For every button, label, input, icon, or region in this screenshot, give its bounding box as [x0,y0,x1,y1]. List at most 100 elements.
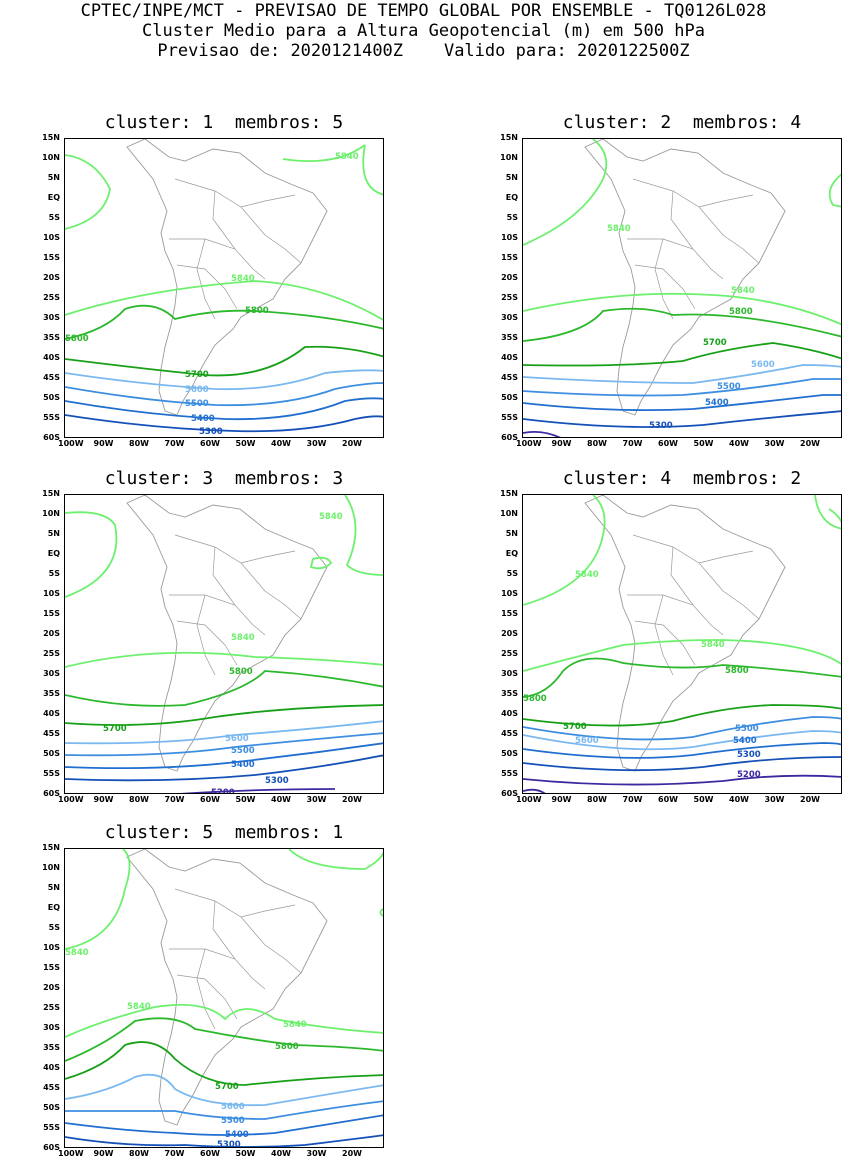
lon-tick-label: 90W [551,439,572,448]
lat-tick-label: 20S [43,273,60,282]
contour-label: 5600 [185,385,209,395]
panel-title: cluster: 1 membros: 5 [104,112,344,133]
lat-tick-label: EQ [505,193,518,202]
contour-5600 [65,720,383,745]
country-border [174,888,296,918]
country-border [698,206,760,264]
contour-label: 5600 [751,360,775,370]
contour-label: 5840 [731,286,755,296]
coastline [126,849,328,1126]
contour-label: 5840 [319,512,343,522]
lat-tick-label: 55S [43,1123,60,1132]
contour-5600 [65,369,383,391]
lat-tick-label: 10S [43,233,60,242]
country-border [212,900,236,960]
contour-label: 5400 [231,760,255,770]
contour-5840 [65,280,383,321]
contour-5500 [65,1100,383,1120]
lon-tick-label: 70W [164,1149,185,1158]
contour-5800 [523,307,841,342]
lat-tick-label: 40S [43,709,60,718]
contour-label: 5400 [733,736,757,746]
country-border [196,948,216,1030]
lat-tick-label: 5N [505,173,518,182]
contour-5500 [65,382,383,407]
lon-tick-label: 90W [93,1149,114,1158]
lon-tick-label: 80W [129,1149,149,1158]
lat-tick-label: 25S [43,649,60,658]
country-border [670,190,694,250]
contour-label: 5700 [563,722,587,732]
contour-5840 [523,639,841,672]
contour-5800 [65,670,383,707]
contour-label: 5500 [717,382,741,392]
country-border [169,948,266,990]
contour-5200 [523,774,841,786]
lat-tick-label: EQ [47,903,60,912]
country-border [169,594,266,636]
contour-label: 5800 [245,306,269,316]
contour-5840 [65,511,118,598]
country-border [627,594,724,636]
lon-tick-label: 40W [271,795,291,804]
lat-tick-label: 15N [500,133,518,142]
country-border [174,534,296,564]
lon-tick-label: 90W [551,795,572,804]
lon-tick-label: 90W [93,795,114,804]
contour-label: 5800 [229,667,253,677]
contour-5700 [65,704,383,726]
lat-tick-label: 35S [43,1043,60,1052]
lat-tick-label: EQ [47,549,60,558]
lat-tick-label: 45S [43,373,60,382]
country-border [196,238,216,320]
country-border [698,562,760,620]
lon-tick-label: 60W [658,439,678,448]
lat-tick-label: 55S [43,413,60,422]
contour-label: 5840 [127,1002,151,1012]
contour-label: 5700 [215,1082,239,1092]
lat-tick-label: 50S [501,393,518,402]
lat-tick-label: 30S [501,313,518,322]
lat-tick-label: 40S [501,709,518,718]
lat-tick-label: 50S [501,749,518,758]
lon-tick-label: 50W [693,795,714,804]
lat-tick-label: 60S [43,1143,60,1152]
lon-tick-label: 100W [516,439,542,448]
lon-tick-label: 80W [587,439,607,448]
lon-tick-label: 40W [729,439,749,448]
contour-label: 5200 [211,788,235,794]
lat-tick-label: 5S [48,569,60,578]
lon-tick-label: 20W [342,439,362,448]
contour-label: 5300 [199,427,223,437]
lat-tick-label: 40S [501,353,518,362]
contour-5840 [379,908,383,917]
lon-tick-label: 20W [800,439,820,448]
lat-tick-label: 20S [43,629,60,638]
lon-tick-label: 50W [235,795,256,804]
contour-5840 [288,849,383,870]
lon-tick-label: 20W [342,795,362,804]
lat-tick-label: 10N [42,863,60,872]
lat-tick-label: 60S [43,433,60,442]
contour-label: 5840 [231,274,255,284]
lat-tick-label: EQ [47,193,60,202]
map-frame: 5840 5840 5800 5800 5700 5500 5600 5400 5300 5200 [522,494,842,794]
contour-5300 [523,410,841,428]
contour-label: 5840 [701,640,725,650]
panel-title: cluster: 5 membros: 1 [104,822,344,843]
lat-tick-label: 60S [43,789,60,798]
lat-tick-label: 10S [43,943,60,952]
lat-tick-label: 15N [42,489,60,498]
contour-5500 [523,378,841,397]
lon-tick-label: 90W [93,439,114,448]
contour-label: 5300 [217,1140,241,1148]
lat-tick-label: 30S [43,1023,60,1032]
lat-tick-label: 30S [43,669,60,678]
lon-tick-label: 80W [587,795,607,804]
coastline [126,139,328,416]
contour-5840 [65,849,131,950]
map-panel: 5840 5840 5800 5800 5700 5600 5500 5400 5300 15N 1… [42,133,384,448]
lon-tick-label: 60W [200,795,220,804]
lon-tick-label: 100W [516,795,542,804]
contour-label: 5300 [649,421,673,431]
